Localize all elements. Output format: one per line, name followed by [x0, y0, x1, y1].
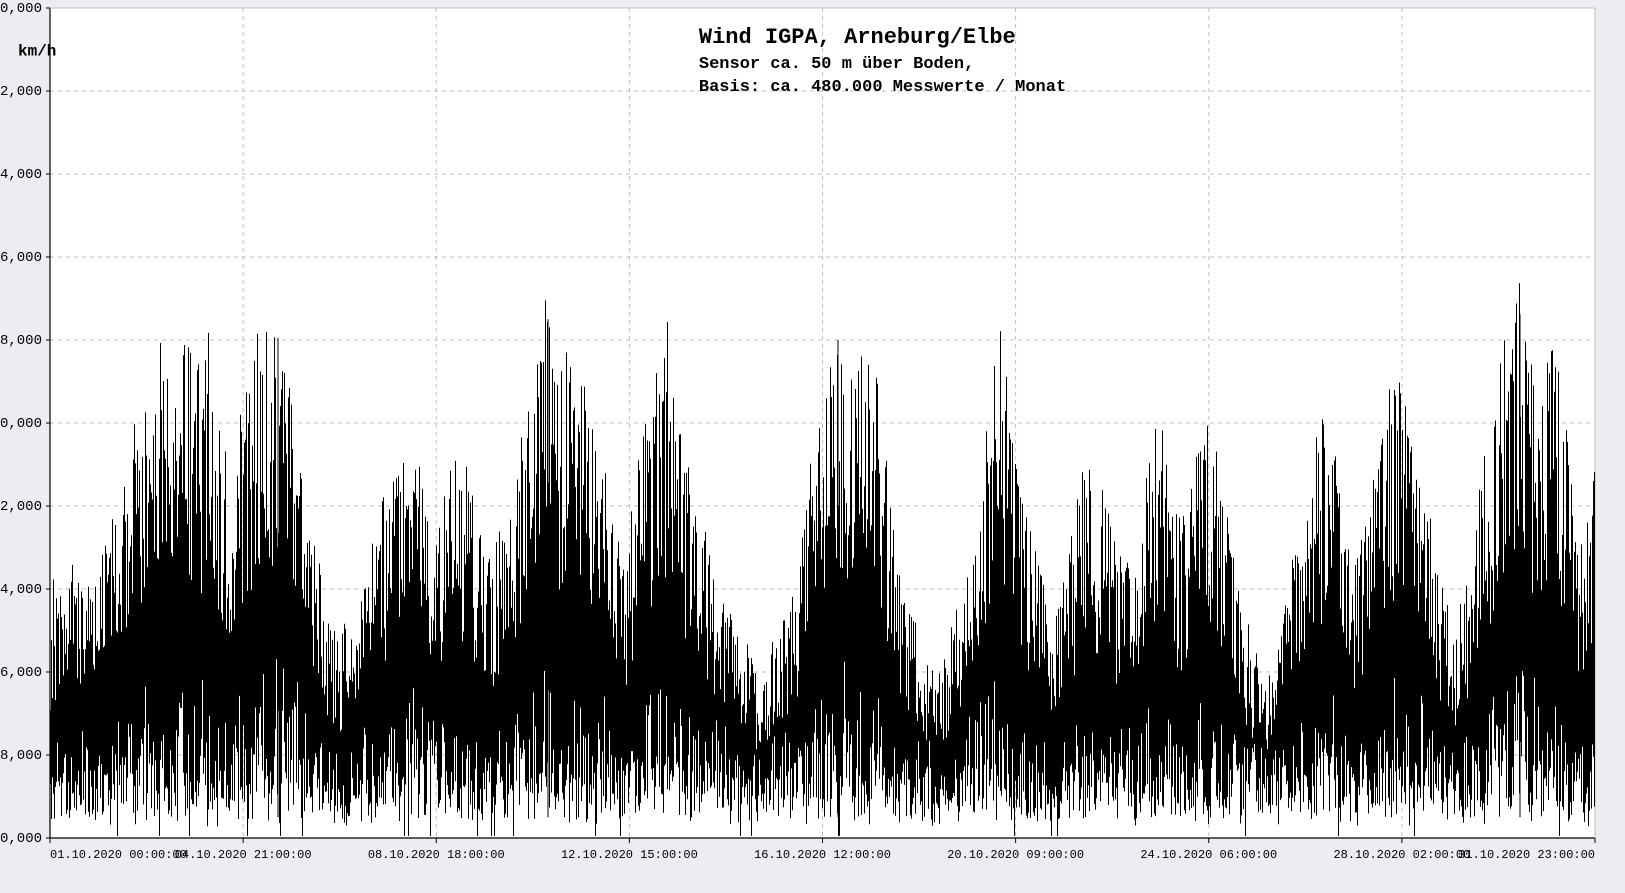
x-tick-label: 04.10.2020 21:00:00	[175, 848, 312, 862]
y-tick-label: 0,000	[0, 831, 42, 847]
y-tick-label: 40,000	[0, 416, 42, 432]
x-tick-label: 16.10.2020 12:00:00	[754, 848, 891, 862]
x-tick-label: 01.10.2020 00:00:00	[50, 848, 187, 862]
chart-title: Wind IGPA, Arneburg/Elbe	[699, 25, 1016, 50]
x-tick-label: 24.10.2020 06:00:00	[1140, 848, 1277, 862]
y-tick-label: 64,000	[0, 167, 42, 183]
y-tick-label: 32,000	[0, 499, 42, 515]
chart-subtitle-1: Sensor ca. 50 m über Boden,	[699, 55, 974, 74]
x-tick-label: 31.10.2020 23:00:00	[1458, 848, 1595, 862]
y-tick-label: 16,000	[0, 665, 42, 681]
y-tick-label: 72,000	[0, 84, 42, 100]
wind-chart: 0,000 8,000 16,000 24,000 32,000 40,000 48,000…	[0, 0, 1625, 893]
y-tick-label: 8,000	[0, 748, 42, 764]
chart-subtitle-2: Basis: ca. 480.000 Messwerte / Monat	[699, 78, 1066, 97]
x-tick-label: 28.10.2020 02:00:00	[1333, 848, 1470, 862]
x-tick-label: 12.10.2020 15:00:00	[561, 848, 698, 862]
y-tick-label: 80,000	[0, 1, 42, 17]
y-tick-label: 56,000	[0, 250, 42, 266]
x-tick-label: 20.10.2020 09:00:00	[947, 848, 1084, 862]
y-axis-label: km/h	[18, 43, 56, 61]
y-tick-label: 24,000	[0, 582, 42, 598]
x-tick-label: 08.10.2020 18:00:00	[368, 848, 505, 862]
y-tick-label: 48,000	[0, 333, 42, 349]
